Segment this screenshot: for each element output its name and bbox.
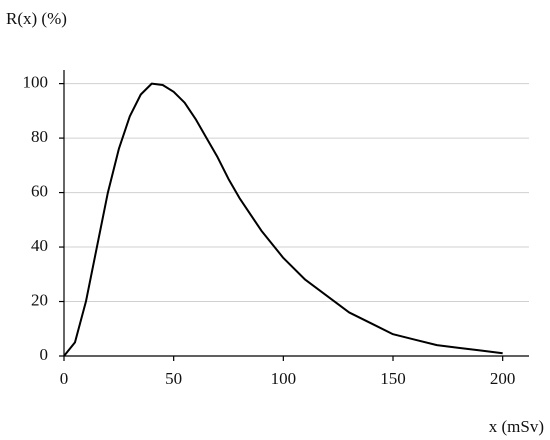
x-tick-label: 150: [380, 369, 406, 388]
x-tick-label: 50: [165, 369, 182, 388]
y-tick-label: 40: [31, 236, 48, 255]
line: [63, 82, 503, 357]
x-tick-label: 200: [490, 369, 516, 388]
x-axis-label: x (mSv): [489, 417, 544, 436]
y-tick-label: 60: [31, 181, 48, 200]
y-tick-label: 20: [31, 290, 48, 309]
x-tick-label: 0: [60, 369, 69, 388]
y-tick-label: 0: [40, 345, 49, 364]
y-axis-label: R(x) (%): [6, 9, 67, 28]
y-tick-label: 100: [23, 73, 49, 92]
y-tick-label: 80: [31, 127, 48, 146]
x-tick-label: 100: [271, 369, 297, 388]
